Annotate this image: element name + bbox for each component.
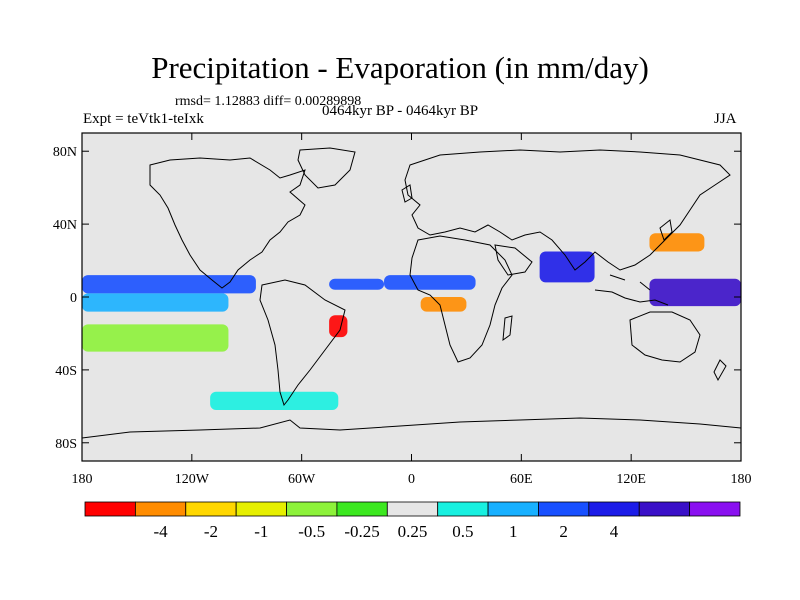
field-band-7 — [649, 278, 741, 307]
colorbar-label: 2 — [559, 522, 568, 541]
colorbar: -4 -2 -1 -0.5 -0.25 0.25 0.5 1 2 4 — [84, 501, 741, 541]
colorbar-swatch — [386, 501, 439, 517]
x-tick-label: 120E — [616, 472, 646, 487]
y-tick-label: 40S — [55, 364, 77, 379]
colorbar-label: -0.25 — [344, 522, 379, 541]
field-band-2 — [329, 278, 385, 290]
field-band-5 — [329, 315, 348, 338]
x-tick-label: 180 — [72, 472, 93, 487]
colorbar-swatch — [134, 501, 187, 517]
field-band-9 — [82, 324, 229, 352]
antarctica-coast — [82, 417, 741, 439]
japan-coast — [659, 219, 673, 241]
colorbar-swatch — [437, 501, 489, 517]
colorbar-swatch — [588, 501, 640, 517]
y-axis-ticks: 80N 40N 0 40S 80S — [53, 145, 741, 452]
colorbar-label: -0.5 — [298, 522, 325, 541]
coastlines — [82, 147, 741, 439]
eurasia-coast — [404, 149, 731, 271]
field-band-8 — [649, 233, 705, 252]
field-band-4 — [420, 297, 467, 312]
colorbar-label: 0.25 — [398, 522, 428, 541]
colorbar-label: 0.5 — [452, 522, 473, 541]
colorbar-swatch — [487, 501, 539, 517]
colorbar-swatch — [84, 501, 136, 517]
y-tick-label: 0 — [70, 291, 77, 306]
x-axis-ticks: 180 120W 60W 0 60E 120E 180 — [72, 133, 752, 487]
new-zealand-coast — [713, 359, 727, 382]
y-tick-label: 80N — [53, 145, 77, 160]
period-label: 0464kyr BP - 0464kyr BP — [322, 103, 479, 119]
colorbar-swatch — [538, 501, 590, 517]
south-america-coast — [259, 279, 346, 407]
colorbar-swatch — [235, 501, 287, 517]
maritime-continent-coast — [594, 274, 669, 306]
madagascar-coast — [502, 315, 513, 342]
field-band-0 — [82, 275, 256, 294]
x-tick-label: 120W — [175, 472, 210, 487]
colorbar-label: 4 — [610, 522, 619, 541]
colorbar-swatch — [286, 501, 338, 517]
field-band-6 — [539, 251, 595, 283]
rmsd-diff-stats: rmsd= 1.12883 diff= 0.00289898 — [175, 94, 362, 109]
y-tick-label: 40N — [53, 218, 77, 233]
colorbar-label: -2 — [204, 522, 218, 541]
arabia-coast — [494, 244, 533, 276]
africa-coast — [409, 235, 513, 363]
colorbar-swatch — [185, 501, 237, 517]
x-tick-label: 180 — [731, 472, 752, 487]
north-america-coast — [149, 157, 306, 289]
x-tick-label: 0 — [408, 472, 415, 487]
colorbar-label: -4 — [153, 522, 168, 541]
x-tick-label: 60E — [510, 472, 533, 487]
season-label: JJA — [714, 111, 737, 127]
greenland-coast — [297, 147, 356, 189]
colorbar-swatch — [689, 501, 741, 517]
colorbar-swatch — [336, 501, 388, 517]
colorbar-swatch — [638, 501, 691, 517]
field-band-1 — [82, 293, 229, 312]
field-band-3 — [384, 275, 476, 290]
experiment-label: Expt = teVtk1-teIxk — [83, 111, 204, 127]
britain-coast — [401, 184, 413, 203]
colorbar-label: -1 — [254, 522, 268, 541]
pe-field-layer — [82, 233, 741, 410]
colorbar-label: 1 — [509, 522, 518, 541]
australia-coast — [629, 311, 701, 363]
plot-title: Precipitation - Evaporation (in mm/day) — [151, 50, 649, 85]
y-tick-label: 80S — [55, 437, 77, 452]
x-tick-label: 60W — [288, 472, 316, 487]
field-band-10 — [210, 391, 339, 410]
